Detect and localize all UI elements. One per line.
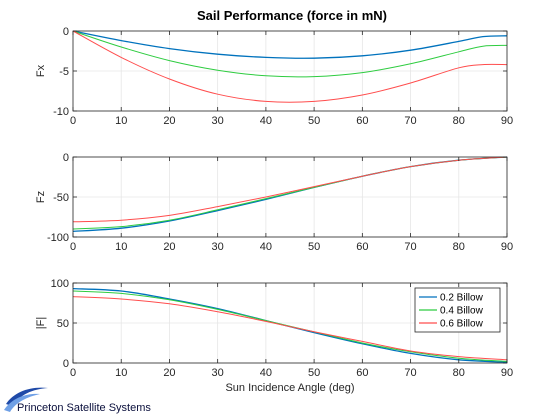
- fz-series-line-3: [72, 156, 508, 223]
- fz-x-tick-label: 20: [163, 241, 175, 253]
- mag-y-tick-label: 50: [57, 318, 69, 330]
- fx-x-tick-label: 50: [308, 115, 320, 127]
- mag-y-tick-label: 100: [51, 278, 69, 290]
- fx-y-tick-label: 0: [63, 26, 69, 38]
- mag-x-tick-label: 40: [260, 367, 272, 379]
- fz-x-tick-label: 70: [404, 241, 416, 253]
- fz-x-tick-label: 40: [260, 241, 272, 253]
- fz-x-tick-label: 50: [308, 241, 320, 253]
- mag-x-tick-label: 80: [453, 367, 465, 379]
- mag-y-tick-label: 0: [63, 358, 69, 370]
- fx-x-tick-label: 30: [212, 115, 224, 127]
- fx-x-tick-label: 90: [501, 115, 513, 127]
- fz-panel: 0 10 20 30 40 50 60 70 80 90 -100 -50 0 Fz: [35, 152, 513, 253]
- mag-x-tick-label: 60: [356, 367, 368, 379]
- fx-x-tick-label: 20: [163, 115, 175, 127]
- fz-y-tick-label: -100: [47, 232, 69, 244]
- mag-y-axis-label: |F|: [35, 317, 47, 329]
- fz-x-tick-label: 10: [115, 241, 127, 253]
- fx-series-line-2: [72, 30, 508, 78]
- fx-x-tick-label: 10: [115, 115, 127, 127]
- fx-y-tick-label: -10: [53, 106, 69, 118]
- legend: 0.2 Billow 0.4 Billow 0.6 Billow: [414, 287, 501, 333]
- fx-series-line-3: [72, 30, 508, 103]
- fz-x-tick-label: 30: [212, 241, 224, 253]
- legend-entry-1: 0.2 Billow: [440, 293, 484, 304]
- mag-x-tick-label: 0: [70, 367, 76, 379]
- fx-x-tick-label: 60: [356, 115, 368, 127]
- fx-x-tick-label: 40: [260, 115, 272, 127]
- fz-x-tick-label: 0: [70, 241, 76, 253]
- x-axis-label: Sun Incidence Angle (deg): [225, 382, 354, 394]
- fz-y-tick-label: 0: [63, 152, 69, 164]
- fz-y-axis-label: Fz: [35, 191, 47, 203]
- logo-swoosh-icon: [4, 387, 48, 412]
- fz-x-tick-label: 80: [453, 241, 465, 253]
- fx-y-tick-label: -5: [59, 66, 69, 78]
- legend-entry-2: 0.4 Billow: [440, 306, 484, 317]
- mag-x-tick-label: 30: [212, 367, 224, 379]
- fx-x-tick-label: 0: [70, 115, 76, 127]
- fz-x-tick-label: 60: [356, 241, 368, 253]
- logo-text: Princeton Satellite Systems: [17, 402, 151, 414]
- fz-y-tick-label: -50: [53, 192, 69, 204]
- company-logo: Princeton Satellite Systems: [4, 387, 151, 414]
- chart-title: Sail Performance (force in mN): [197, 8, 387, 23]
- mag-x-tick-label: 50: [308, 367, 320, 379]
- fx-series-line-1: [72, 30, 508, 59]
- mag-x-tick-label: 70: [404, 367, 416, 379]
- mag-series-line-3: [72, 296, 508, 361]
- fx-x-tick-label: 70: [404, 115, 416, 127]
- legend-entry-3: 0.6 Billow: [440, 319, 484, 330]
- mag-x-tick-label: 90: [501, 367, 513, 379]
- fx-panel: 0 10 20 30 40 50 60 70 80 90 -10 -5 0 Fx: [35, 26, 513, 127]
- fx-x-tick-label: 80: [453, 115, 465, 127]
- fx-y-axis-label: Fx: [35, 64, 47, 77]
- mag-x-tick-label: 20: [163, 367, 175, 379]
- mag-x-tick-label: 10: [115, 367, 127, 379]
- fz-x-tick-label: 90: [501, 241, 513, 253]
